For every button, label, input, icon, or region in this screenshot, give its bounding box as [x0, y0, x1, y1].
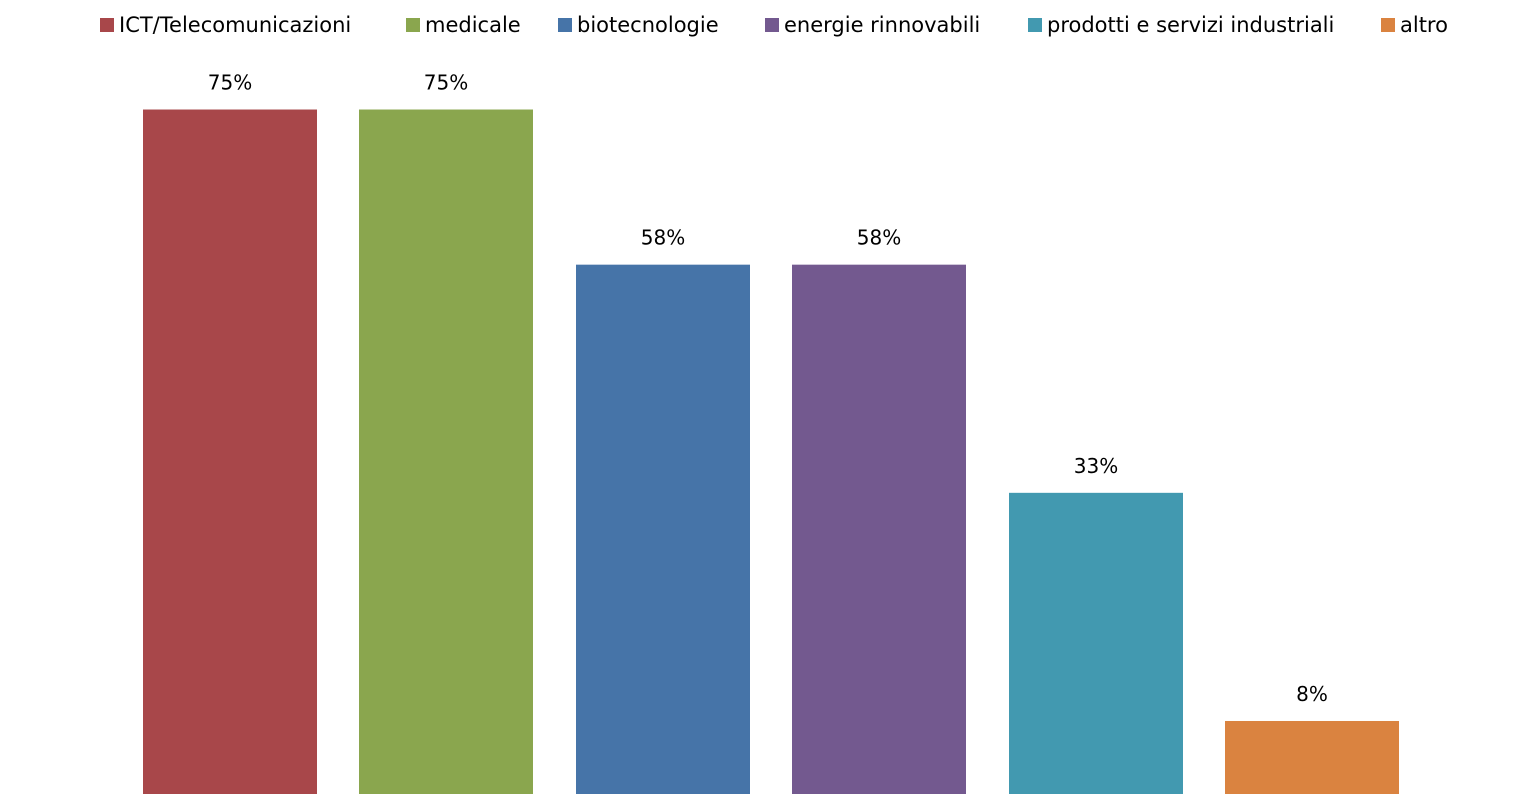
bar-biotecnologie: [576, 264, 750, 794]
bar-altro: [1225, 720, 1399, 794]
data-label-ict-telecomunicazioni: 75%: [208, 71, 252, 95]
legend-label: ICT/Telecomunicazioni: [119, 13, 351, 37]
legend-swatch: [765, 18, 779, 32]
data-label-medicale: 75%: [424, 71, 468, 95]
chart-bars: [143, 109, 1399, 794]
bar-energie-rinnovabili: [792, 264, 966, 794]
data-label-altro: 8%: [1296, 682, 1328, 706]
legend-label: biotecnologie: [577, 13, 719, 37]
chart-legend: ICT/Telecomunicazioni medicale biotecnolog…: [100, 13, 1448, 37]
bar-prodotti-e-servizi-industriali: [1009, 492, 1183, 794]
legend-swatch: [406, 18, 420, 32]
data-label-energie-rinnovabili: 58%: [857, 226, 901, 250]
legend-item-biotecnologie: biotecnologie: [558, 13, 719, 37]
legend-swatch: [558, 18, 572, 32]
legend-item-medicale: medicale: [406, 13, 521, 37]
legend-swatch: [1028, 18, 1042, 32]
legend-label: medicale: [425, 13, 521, 37]
legend-item-energie-rinnovabili: energie rinnovabili: [765, 13, 980, 37]
bar-ict-telecomunicazioni: [143, 109, 317, 794]
bar-medicale: [359, 109, 533, 794]
legend-item-prodotti-e-servizi-industriali: prodotti e servizi industriali: [1028, 13, 1334, 37]
legend-item-ict-telecomunicazioni: ICT/Telecomunicazioni: [100, 13, 351, 37]
legend-label: prodotti e servizi industriali: [1047, 13, 1334, 37]
data-label-prodotti-e-servizi-industriali: 33%: [1074, 454, 1118, 478]
legend-item-altro: altro: [1381, 13, 1448, 37]
data-label-biotecnologie: 58%: [641, 226, 685, 250]
chart-data-labels: 75% 75% 58% 58% 33% 8%: [208, 71, 1328, 706]
legend-swatch: [100, 18, 114, 32]
legend-label: altro: [1400, 13, 1448, 37]
legend-label: energie rinnovabili: [784, 13, 980, 37]
legend-swatch: [1381, 18, 1395, 32]
